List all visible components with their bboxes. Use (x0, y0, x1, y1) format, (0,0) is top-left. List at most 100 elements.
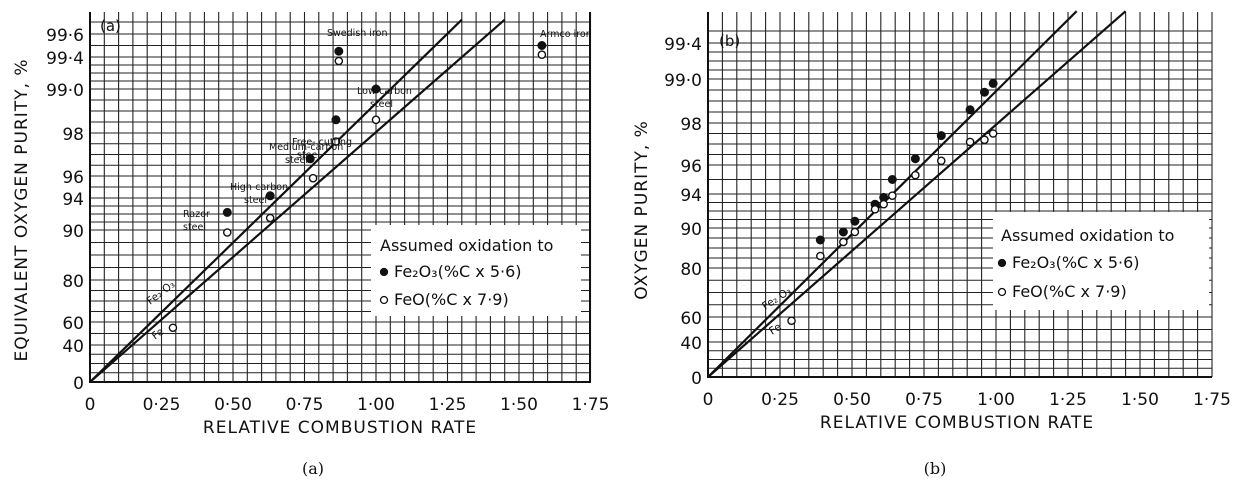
legend-marker-b-1 (997, 287, 1007, 297)
legend-item-a-1: FeO(%C x 7·9) (394, 290, 509, 309)
annotation-a-5: steel (297, 150, 320, 161)
x-tick-label-a: 0·25 (143, 395, 181, 415)
legend-title-a: Assumed oxidation to (380, 236, 553, 255)
data-point-b-1-10 (980, 135, 989, 145)
data-point-b-1-2 (839, 237, 848, 247)
x-tick-label-a: 1·75 (572, 395, 610, 415)
data-point-b-1-3 (850, 227, 860, 237)
data-point-a-0-5 (334, 46, 344, 56)
data-point-b-0-0 (815, 235, 825, 245)
legend-marker-a-0 (379, 267, 389, 277)
trend-line-a-0 (89, 18, 463, 383)
y-tick-label-a: 90 (62, 222, 84, 242)
annotation-a-9: steel (244, 195, 267, 206)
panel-b-y-axis-label: OXYGEN PURITY, % (632, 120, 652, 300)
data-point-a-1-0 (168, 323, 178, 333)
data-point-b-1-7 (911, 170, 920, 180)
data-point-b-1-8 (936, 156, 946, 166)
y-tick-label-a: 60 (62, 314, 84, 334)
annotation-a-4: Free- cutting (292, 137, 352, 148)
panel-b-legend-box (993, 212, 1209, 310)
legend-marker-b-0 (997, 258, 1007, 268)
x-tick-label-a: 0·50 (214, 395, 252, 415)
x-tick-label-a: 0 (85, 395, 96, 415)
x-tick-label-b: 1·50 (1121, 390, 1159, 410)
panel-b-label: (b) (719, 32, 740, 50)
x-tick-label-b: 0·75 (905, 390, 943, 410)
data-point-a-1-7 (537, 50, 547, 60)
data-point-b-0-7 (936, 131, 946, 141)
data-point-b-1-5 (879, 199, 888, 209)
x-tick-label-b: 1·25 (1049, 390, 1087, 410)
data-point-a-1-5 (371, 115, 381, 125)
x-tick-label-a: 1·25 (429, 395, 467, 415)
panel-a-ticks: 0 0·25 0·50 0·75 1·00 1·25 1·50 1·75 0 40 60 80 90 94… (46, 26, 609, 415)
panel-a-label: (a) (100, 17, 121, 35)
y-tick-label-a: 99·0 (46, 81, 84, 101)
data-point-a-1-6 (334, 56, 344, 66)
data-point-b-0-8 (965, 105, 975, 115)
annotation-a-11: steel (183, 222, 206, 233)
y-tick-label-b: 60 (680, 309, 702, 329)
annotation-a-8: High-carbon (230, 182, 288, 193)
y-tick-label-b: 98 (680, 115, 702, 135)
annotation-a-7: steel (285, 155, 308, 166)
data-point-a-0-0 (222, 207, 232, 217)
panel-b-legend: Assumed oxidation to Fe₂O₃(%C x 5·6) FeO(%… (997, 226, 1174, 301)
panel-a-y-axis-label: EQUIVALENT OXYGEN PURITY, % (12, 58, 32, 361)
y-tick-label-b: 0 (691, 369, 702, 389)
data-point-b-0-1 (838, 227, 848, 237)
y-tick-label-b: 40 (680, 334, 702, 354)
x-tick-label-b: 1·75 (1193, 390, 1231, 410)
x-tick-label-a: 1·00 (357, 395, 395, 415)
legend-title-b: Assumed oxidation to (1001, 226, 1174, 245)
annotation-a-0: Swedish iron (327, 28, 387, 39)
x-tick-label-a: 0·75 (286, 395, 324, 415)
data-point-a-1-1 (222, 228, 232, 237)
data-point-b-1-4 (870, 204, 880, 214)
data-point-b-1-6 (888, 191, 897, 200)
y-tick-label-b: 96 (680, 157, 702, 177)
panel-b-caption: (b) (924, 459, 947, 478)
panel-a-annotations: Swedish iron Armco iron Low-carbon steel Fre… (183, 28, 592, 233)
y-tick-label-b: 90 (680, 220, 702, 240)
x-tick-label-b: 0 (703, 390, 714, 410)
data-point-b-1-1 (816, 251, 825, 261)
data-point-b-1-11 (988, 129, 998, 138)
data-point-b-0-5 (887, 175, 897, 184)
legend-item-a-0: Fe₂O₃(%C x 5·6) (394, 262, 522, 281)
y-tick-label-a: 0 (73, 374, 84, 394)
data-point-a-1-3 (308, 173, 318, 183)
data-point-b-0-9 (979, 87, 989, 97)
data-point-a-1-2 (265, 213, 275, 223)
y-tick-label-b: 99·0 (664, 71, 702, 91)
legend-marker-a-1 (379, 295, 389, 305)
panel-a-points (168, 41, 547, 333)
data-point-b-0-10 (988, 78, 998, 88)
panel-a-frame (89, 12, 591, 383)
panel-a-caption: (a) (302, 459, 324, 478)
data-point-b-0-6 (910, 154, 920, 164)
y-tick-label-a: 96 (62, 168, 84, 188)
line-label-a-1: Fe (150, 326, 167, 343)
data-point-a-0-2 (305, 154, 315, 164)
x-tick-label-a: 1·50 (500, 395, 538, 415)
panel-b-points (787, 78, 998, 326)
y-tick-label-a: 99·4 (46, 49, 84, 69)
panel-a-grid (90, 12, 592, 382)
y-tick-label-b: 99·4 (664, 35, 702, 55)
x-tick-label-b: 0·50 (833, 390, 871, 410)
y-tick-label-a: 40 (62, 337, 84, 357)
y-tick-label-a: 98 (62, 125, 84, 145)
panel-a-x-axis-label: RELATIVE COMBUSTION RATE (203, 418, 477, 438)
data-point-a-1-4 (331, 137, 341, 146)
data-point-b-1-9 (965, 137, 975, 147)
annotation-a-3: steel (370, 99, 393, 110)
data-point-a-0-4 (371, 84, 381, 94)
y-tick-label-a: 94 (62, 190, 84, 210)
data-point-a-0-1 (265, 191, 275, 201)
legend-item-b-0: Fe₂O₃(%C x 5·6) (1012, 253, 1140, 272)
